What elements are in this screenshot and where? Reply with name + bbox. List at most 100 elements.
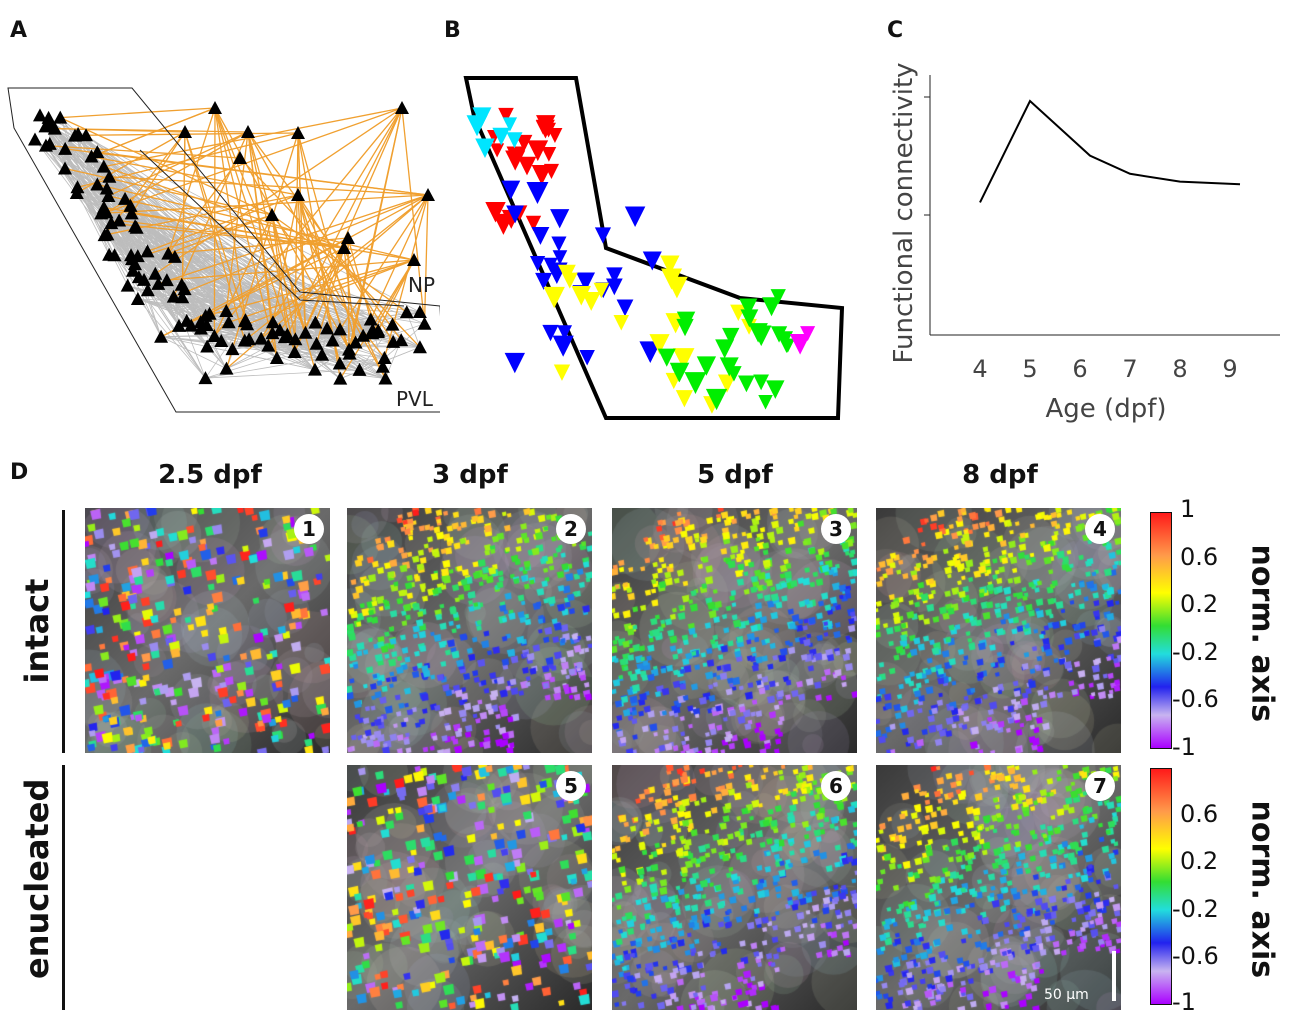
orange-edge [91,155,299,196]
network-node [385,317,400,331]
network-node [159,273,174,287]
network-node [332,356,347,370]
orange-edge [101,194,429,215]
cluster-node [779,338,794,353]
scale-bar [1112,951,1116,1001]
x-tick-label-7: 7 [1122,355,1137,383]
cluster-node [571,285,592,306]
network-node [94,206,109,220]
cluster-node [719,357,739,377]
cluster-node [672,348,695,370]
x-tick-label-5: 5 [1022,355,1037,383]
orange-edge [214,107,247,321]
network-node [67,128,82,142]
orange-edge [91,107,216,158]
orange-edge [247,131,296,353]
network-node [198,371,213,385]
network-node [352,362,367,376]
network-node [151,276,166,290]
cbar-enucleated-tick-0-6: 0.6 [1180,800,1219,828]
cluster-node [475,138,495,159]
network-node [53,110,68,124]
orange-edge [401,107,426,324]
image-panel-4: 4 [876,508,1121,753]
orange-edge [348,107,403,350]
scale-bar-label: 50 µm [1044,987,1089,1003]
orange-edge [205,259,415,317]
row-divider-intact [62,510,65,753]
gray-edge [161,336,383,368]
network-node [298,325,313,339]
network-node [137,272,152,286]
cluster-node [543,257,558,273]
network-node [140,244,155,258]
network-node [225,342,240,356]
cluster-node [715,339,735,359]
cbar-enucleated-tick-neg-0-6: -0.6 [1172,942,1219,970]
cluster-node [661,268,683,290]
orange-edge [109,176,429,196]
gray-edge [45,145,134,271]
network-node [242,332,257,346]
y-axis-label: Functional connectivity [889,62,919,363]
cluster-node [789,333,811,355]
image-canvas-5 [347,765,592,1010]
network-node [337,241,351,254]
network-node [128,219,143,233]
cluster-node [657,348,676,367]
network-node [377,351,392,365]
network-node [118,191,133,205]
network-node [269,350,284,364]
network-node [421,188,435,201]
orange-edge [347,237,350,350]
cluster-node [722,327,740,346]
panel-letter-b: B [444,18,461,43]
cluster-node [800,326,816,342]
cluster-node [472,107,492,127]
column-title-3-dpf: 3 dpf [432,460,508,490]
cluster-node [606,267,623,284]
cluster-node [696,356,717,376]
orange-edge [173,194,429,298]
network-node [288,332,303,346]
network-node [291,126,305,139]
network-node [394,333,409,347]
orange-edge [60,107,216,119]
network-node [32,108,47,122]
image-canvas-1 [85,508,330,753]
tectum-outline-b [463,76,845,420]
network-node [58,141,73,155]
orange-edge [423,194,429,324]
image-panel-6: 6 [612,765,857,1010]
orange-edge [184,131,248,325]
x-tick-label-8: 8 [1172,355,1187,383]
cluster-node [529,256,546,272]
cluster-node [531,165,552,186]
cluster-node [739,298,758,317]
network-node [102,169,117,183]
panel-number-7: 7 [1085,771,1115,801]
network-node [177,282,192,296]
cluster-node [492,213,514,235]
x-tick-label-9: 9 [1222,355,1237,383]
network-node [79,128,94,142]
orange-edge [59,117,273,216]
cluster-node [506,205,525,224]
cluster-node [501,180,521,200]
orange-edge [64,167,273,216]
gray-edge [77,133,132,256]
network-node [171,318,186,332]
network-node [42,117,57,131]
network-node [315,347,330,361]
cluster-node [507,146,522,161]
orange-edge [294,132,299,353]
network-node [27,132,42,146]
panel-letter-a: A [10,18,28,43]
cbar-intact-tick-neg-0-6: -0.6 [1172,685,1219,713]
image-panel-1: 1 [85,508,330,753]
panel-number-5: 5 [556,771,586,801]
network-node [265,315,280,329]
panel-number-1: 1 [294,514,324,544]
cluster-node [753,374,769,391]
network-node [307,362,322,376]
